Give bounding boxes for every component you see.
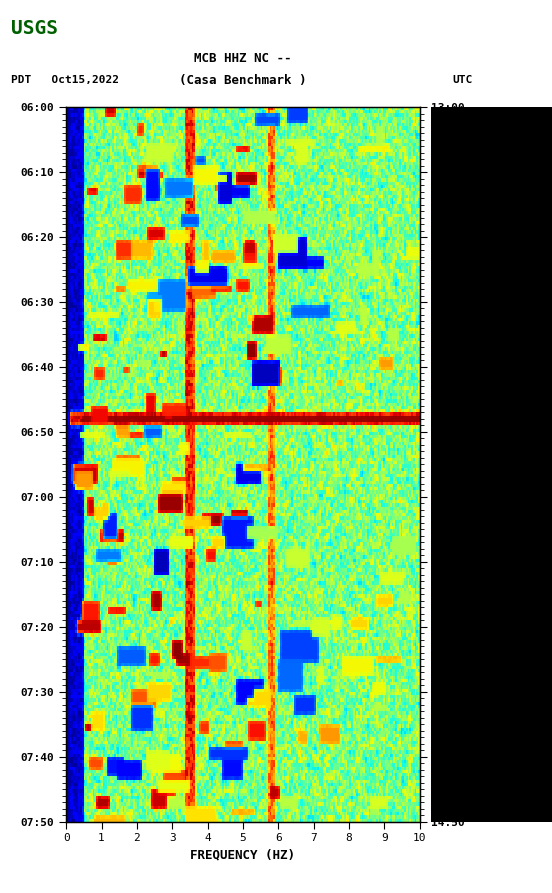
X-axis label: FREQUENCY (HZ): FREQUENCY (HZ) [190, 849, 295, 862]
Text: PDT   Oct15,2022: PDT Oct15,2022 [11, 75, 119, 86]
Text: MCB HHZ NC --: MCB HHZ NC -- [194, 52, 291, 64]
Text: USGS: USGS [11, 19, 58, 38]
Text: (Casa Benchmark ): (Casa Benchmark ) [179, 74, 306, 87]
Text: UTC: UTC [453, 75, 473, 86]
